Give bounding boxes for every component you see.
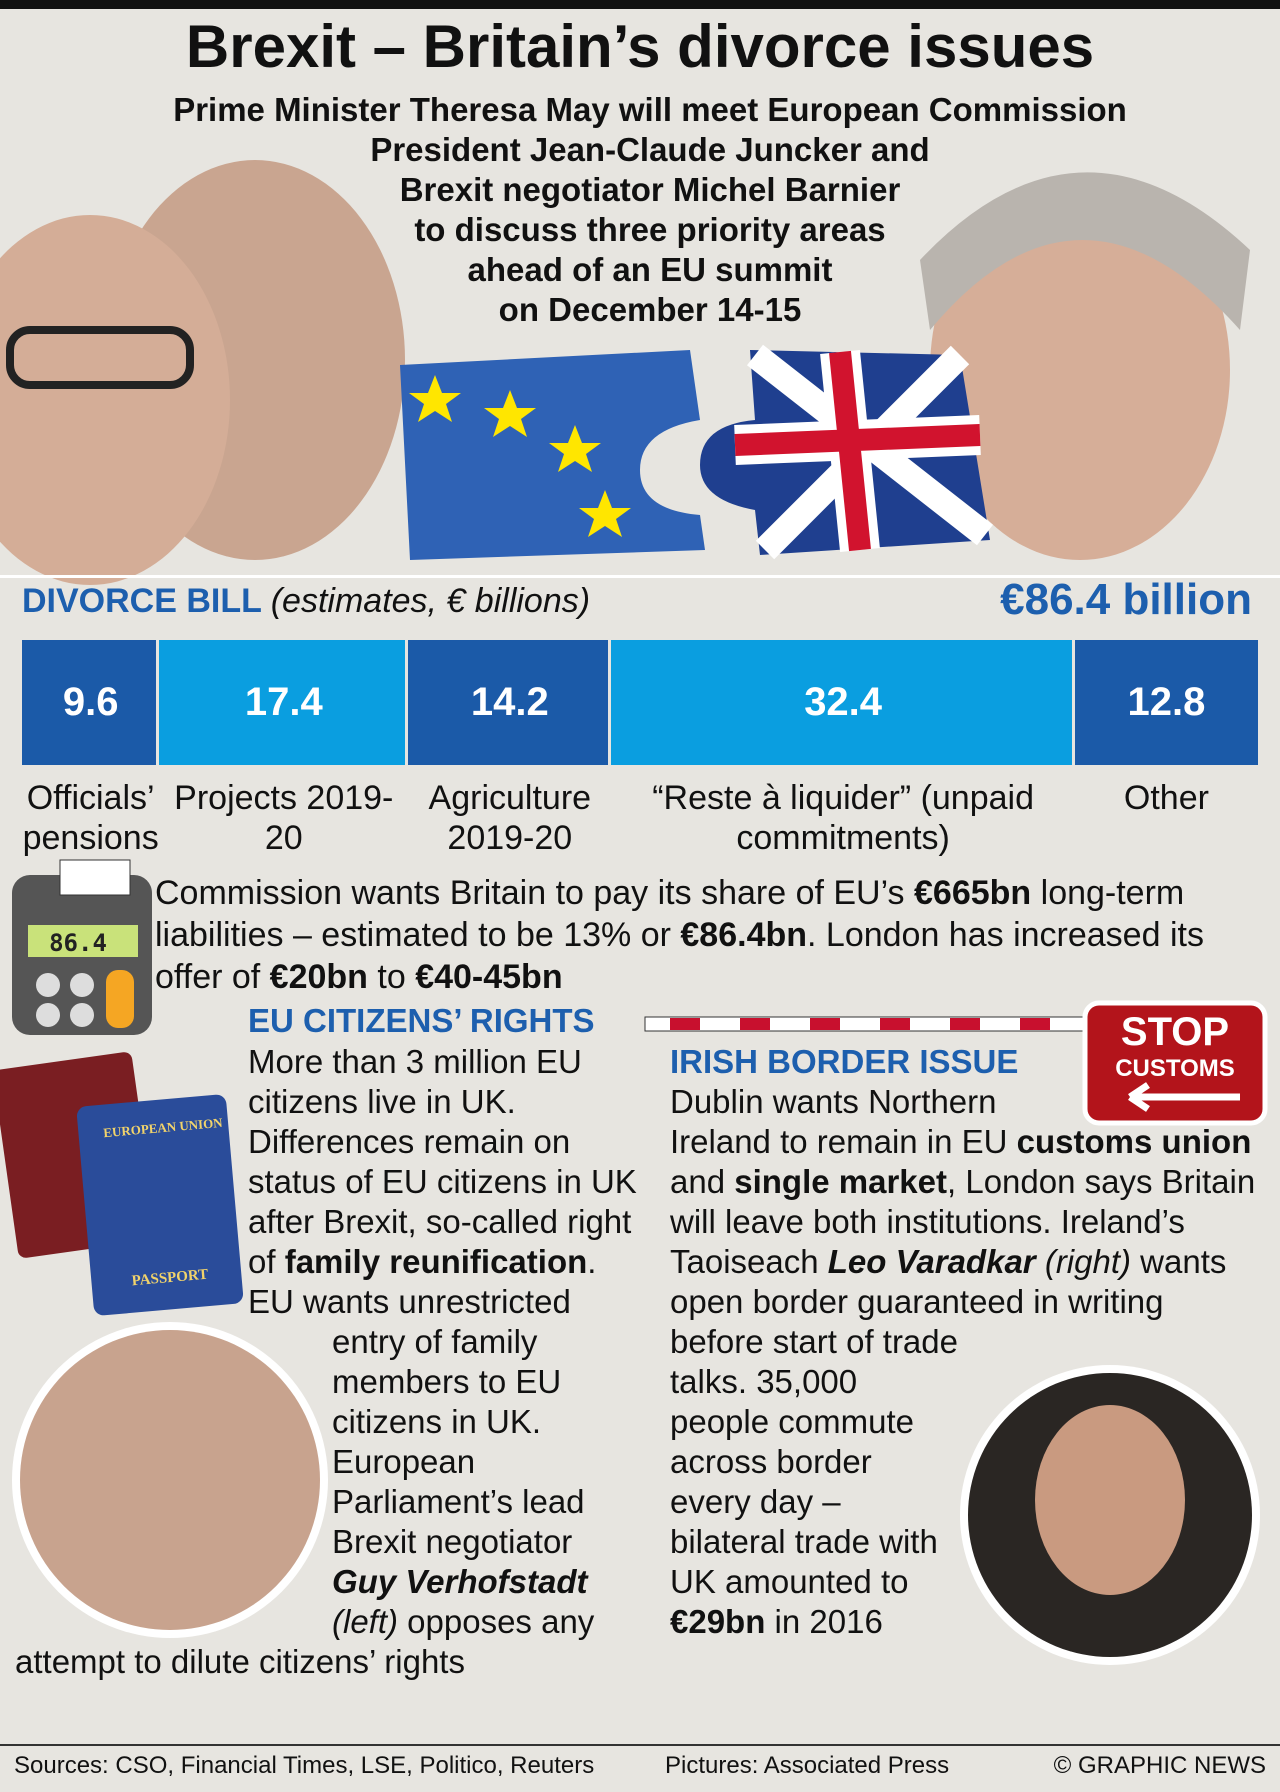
border-text: IRISH BORDER ISSUE Dublin wants Northern…	[670, 1042, 1260, 1642]
category-label: Officials’ pensions	[22, 779, 159, 857]
text-run: €665bn	[914, 874, 1032, 912]
category-label: “Reste à liquider” (unpaid commitments)	[652, 779, 1034, 857]
bar-segment	[159, 640, 406, 765]
text-run: €20bn	[269, 958, 368, 996]
text-run: , London says Britain will leave both in…	[670, 1163, 1256, 1280]
text-run: . EU wants unrestricted entry of family …	[248, 1243, 597, 1560]
calculator-paper	[59, 859, 131, 896]
stars	[409, 375, 631, 537]
text-run: €40-45bn	[415, 958, 563, 996]
bar-segment	[1074, 640, 1258, 765]
category-label: Projects 2019-20	[174, 779, 394, 857]
sources: Sources: CSO, Financial Times, LSE, Poli…	[14, 1752, 595, 1779]
eu-puzzle	[400, 350, 705, 560]
top-rule	[0, 0, 1280, 9]
text-run: customs union	[1016, 1123, 1252, 1160]
intro-line: President Jean-Claude Juncker and	[370, 131, 930, 168]
text-run: Guy Verhofstadt	[332, 1563, 588, 1600]
text-run: long-term liabilities – estimated to be …	[155, 874, 1185, 954]
flag-cross	[734, 350, 981, 552]
pictures-credit: Pictures: Associated Press	[665, 1752, 950, 1779]
calculator-display: 86.4	[49, 929, 107, 957]
intro-line: Prime Minister Theresa May will meet Eur…	[173, 91, 1127, 128]
barrier-pole	[644, 1016, 1086, 1032]
bar-segment	[408, 640, 609, 765]
total-label: €86.4 billion	[1000, 575, 1252, 624]
text-run	[1036, 1243, 1045, 1280]
rule	[0, 1744, 1280, 1746]
portrait	[0, 215, 230, 585]
value-label: 9.6	[62, 680, 119, 724]
border-heading: IRISH BORDER ISSUE	[670, 1043, 1019, 1080]
bar-segment	[22, 640, 157, 765]
customs-text: CUSTOMS	[1115, 1055, 1235, 1082]
text-run: More than 3 million EU citizens live in …	[248, 1043, 637, 1280]
stacked-bar: 9.6 17.4 14.2 32.4 12.8	[22, 640, 1258, 765]
bar-segment	[611, 640, 1072, 765]
intro-line: to discuss three priority areas	[414, 211, 886, 248]
credit: © GRAPHIC NEWS	[1053, 1752, 1266, 1779]
liabilities-text: Commission wants Britain to pay its shar…	[155, 872, 1265, 998]
chart-subtitle: (estimates, € billions)	[270, 582, 591, 620]
text-run: single market	[734, 1163, 947, 1200]
eu-passport	[76, 1094, 244, 1316]
citizens-heading: EU CITIZENS’ RIGHTS	[248, 1002, 595, 1039]
text-run: €86.4bn	[680, 916, 808, 954]
intro-line: ahead of an EU summit	[467, 251, 833, 288]
intro-line: on December 14-15	[498, 291, 802, 328]
text-run: family reunification	[284, 1243, 588, 1280]
value-label: 32.4	[804, 680, 883, 724]
text-run: Commission wants Britain to pay its shar…	[155, 874, 914, 912]
intro-line: Brexit negotiator Michel Barnier	[399, 171, 901, 208]
value-label: 17.4	[244, 680, 323, 724]
glasses	[6, 326, 194, 389]
category-label: Agriculture 2019-20	[428, 779, 592, 857]
category-label: Other	[1123, 779, 1209, 817]
text-run: wants open border guaranteed in writing …	[670, 1243, 1227, 1600]
value-label: 12.8	[1127, 680, 1206, 724]
hair	[920, 172, 1250, 330]
intro: Prime Minister Theresa May will meet Eur…	[100, 90, 1200, 330]
portrait	[20, 1330, 320, 1630]
portrait	[930, 180, 1230, 560]
text-run: in 2016	[765, 1603, 883, 1640]
text-run: . London has increased its offer of	[155, 916, 1204, 996]
chart-title-text: DIVORCE BILL	[22, 582, 262, 620]
value-label: 14.2	[470, 680, 549, 724]
title: Brexit – Britain’s divorce issues	[185, 13, 1095, 80]
text-run: (left)	[332, 1603, 398, 1640]
calculator-screen	[28, 925, 138, 957]
text-run: €29bn	[670, 1603, 766, 1640]
text-run: to	[367, 958, 416, 996]
text-run: Dublin wants Northern Ireland to remain …	[670, 1083, 1017, 1160]
text-run: and	[670, 1163, 735, 1200]
text-run: (right)	[1044, 1243, 1132, 1280]
stop-text: STOP	[1120, 1010, 1230, 1054]
text-run: Leo Varadkar	[827, 1243, 1036, 1280]
chart-title: DIVORCE BILL (estimates, € billions)	[22, 582, 590, 621]
rule	[0, 575, 1280, 578]
text-run: opposes any attempt to dilute citizens’ …	[15, 1603, 595, 1680]
citizens-text: More than 3 million EU citizens live in …	[15, 1042, 640, 1682]
